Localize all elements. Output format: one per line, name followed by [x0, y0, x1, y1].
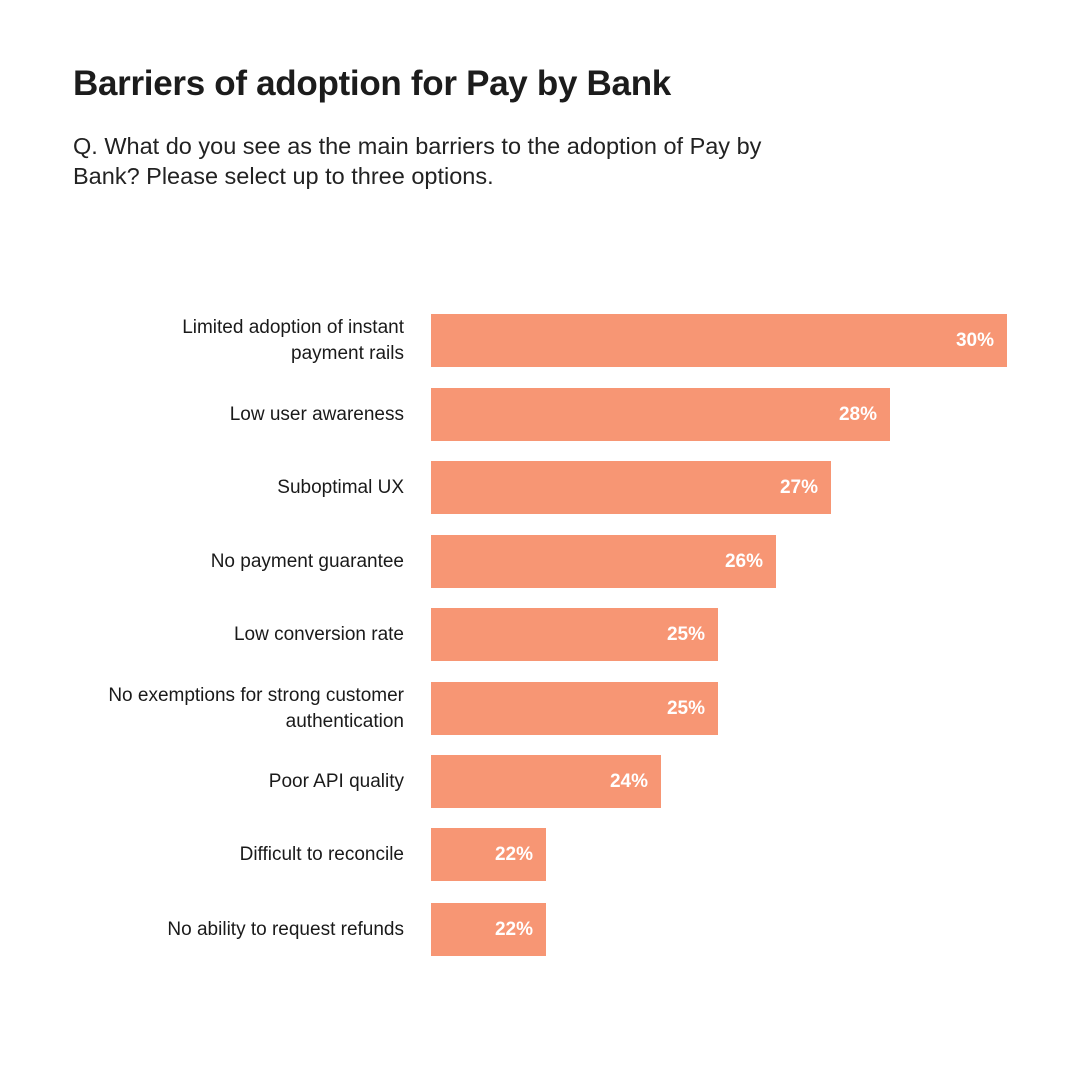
bar-row: Low conversion rate 25%: [0, 608, 1080, 661]
bar: 22%: [431, 828, 546, 881]
bar-row: Difficult to reconcile 22%: [0, 828, 1080, 881]
bar-row: Suboptimal UX 27%: [0, 461, 1080, 514]
bar: 24%: [431, 755, 661, 808]
value-label: 22%: [494, 843, 533, 865]
value-label: 22%: [494, 918, 533, 940]
bar-row: No payment guarantee 26%: [0, 535, 1080, 588]
value-label: 30%: [955, 329, 994, 351]
value-label: 25%: [666, 697, 705, 719]
chart-title: Barriers of adoption for Pay by Bank: [73, 64, 671, 103]
category-label-text: No exemptions for strong customer authen…: [108, 684, 404, 732]
bar: 25%: [431, 608, 718, 661]
bar: 27%: [431, 461, 831, 514]
category-label-text: Difficult to reconcile: [239, 843, 404, 865]
category-label-text: Low conversion rate: [233, 623, 404, 645]
bar: 26%: [431, 535, 776, 588]
value-label: 28%: [838, 403, 877, 425]
value-label: 24%: [609, 770, 648, 792]
category-label-text: Suboptimal UX: [277, 476, 404, 498]
category-label: Suboptimal UX: [44, 461, 404, 514]
bar-row: Limited adoption of instant payment rail…: [0, 314, 1080, 367]
bar: 30%: [431, 314, 1007, 367]
category-label: Poor API quality: [44, 755, 404, 808]
category-label: No exemptions for strong customer authen…: [44, 682, 404, 735]
bar: 25%: [431, 682, 718, 735]
category-label-text: No payment guarantee: [210, 550, 404, 572]
category-label: No ability to request refunds: [44, 903, 404, 956]
category-label: No payment guarantee: [44, 535, 404, 588]
category-label-text: Low user awareness: [229, 403, 404, 425]
value-label: 27%: [779, 476, 818, 498]
bar-row: Low user awareness 28%: [0, 388, 1080, 441]
value-label: 26%: [724, 550, 763, 572]
bar-row: No ability to request refunds 22%: [0, 903, 1080, 956]
category-label: Low user awareness: [44, 388, 404, 441]
bar: 22%: [431, 903, 546, 956]
category-label-text: Poor API quality: [268, 770, 404, 792]
category-label: Low conversion rate: [44, 608, 404, 661]
category-label: Limited adoption of instant payment rail…: [44, 314, 404, 367]
bar-row: Poor API quality 24%: [0, 755, 1080, 808]
category-label: Difficult to reconcile: [44, 828, 404, 881]
bar-row: No exemptions for strong customer authen…: [0, 682, 1080, 735]
chart-subtitle: Q. What do you see as the main barriers …: [73, 133, 762, 189]
category-label-text: No ability to request refunds: [167, 918, 404, 940]
value-label: 25%: [666, 623, 705, 645]
category-label-text: Limited adoption of instant payment rail…: [182, 316, 404, 364]
bar: 28%: [431, 388, 890, 441]
